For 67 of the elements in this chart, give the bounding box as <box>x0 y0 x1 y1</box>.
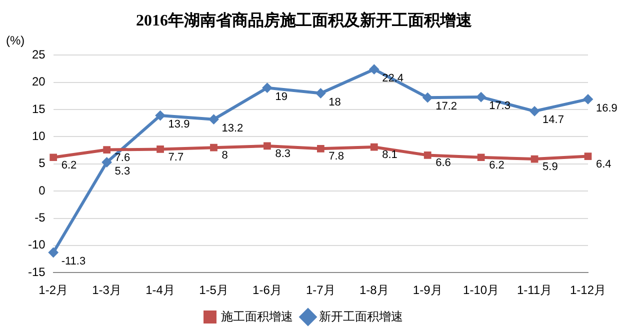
legend-label: 新开工面积增速 <box>319 309 403 324</box>
data-label: 18 <box>328 96 341 108</box>
x-tick-label: 1-8月 <box>359 283 389 298</box>
point <box>477 154 485 162</box>
chart-title: 2016年湖南省商品房施工面积及新开工面积增速 <box>136 10 473 30</box>
data-label: 6.2 <box>489 159 504 172</box>
x-tick-label: 1-9月 <box>412 283 442 298</box>
x-tick-label: 1-3月 <box>92 283 122 298</box>
y-tick-label: 5 <box>38 156 46 170</box>
x-tick-label: 1-2月 <box>38 283 68 298</box>
data-label: 8 <box>222 150 228 162</box>
point <box>316 145 324 152</box>
point <box>262 82 272 93</box>
data-label: 5.9 <box>542 161 558 174</box>
point <box>584 152 592 160</box>
y-tick-label: 15 <box>32 102 46 116</box>
y-tick-label: 10 <box>32 129 46 144</box>
y-tick-label: 25 <box>32 48 46 62</box>
data-label: 16.9 <box>596 102 618 114</box>
point <box>370 143 378 151</box>
data-label: 19 <box>275 90 288 103</box>
data-label: 13.2 <box>222 122 244 134</box>
data-label: 7.7 <box>168 151 184 164</box>
point <box>583 94 593 104</box>
y-tick-label: -5 <box>34 210 46 225</box>
data-label: 5.3 <box>114 165 130 178</box>
x-tick-label: 1-4月 <box>146 283 175 298</box>
point <box>48 247 58 258</box>
x-tick-label: 1-10月 <box>463 283 500 298</box>
x-tick-label: 1-7月 <box>306 283 336 298</box>
legend-label: 施工面积增速 <box>221 309 293 324</box>
data-label: 8.1 <box>382 149 398 162</box>
y-tick-label: -10 <box>28 238 46 252</box>
point <box>369 64 380 74</box>
data-label: -11.3 <box>61 256 86 268</box>
data-label: 6.6 <box>436 157 451 170</box>
point <box>50 154 58 162</box>
point <box>530 155 538 163</box>
data-label: 13.9 <box>168 118 190 131</box>
data-label: 17.2 <box>436 100 458 113</box>
point <box>102 157 112 168</box>
point <box>424 152 432 159</box>
x-tick-label: 1-6月 <box>252 283 282 298</box>
point <box>476 92 486 102</box>
point <box>208 114 219 124</box>
data-label: 7.8 <box>328 150 344 163</box>
point <box>156 146 164 153</box>
point <box>316 88 326 98</box>
data-label: 17.3 <box>489 100 510 112</box>
point <box>155 110 166 121</box>
data-label: 8.3 <box>275 148 291 160</box>
data-label: 14.7 <box>542 114 564 126</box>
point <box>422 92 433 103</box>
x-tick-label: 1-5月 <box>199 283 228 298</box>
x-tick-label: 1-11月 <box>516 283 552 298</box>
data-label: 6.2 <box>61 159 77 172</box>
data-label: 6.4 <box>596 158 612 170</box>
point <box>210 144 218 152</box>
y-tick-label: -15 <box>28 264 46 279</box>
point <box>264 142 271 150</box>
y-axis-title: (%) <box>6 34 25 48</box>
point <box>103 146 110 154</box>
x-tick-label: 1-12月 <box>570 283 606 298</box>
point <box>530 106 540 116</box>
data-label: 7.6 <box>114 152 130 164</box>
y-tick-label: 20 <box>32 74 46 89</box>
y-tick-label: 0 <box>38 183 46 198</box>
